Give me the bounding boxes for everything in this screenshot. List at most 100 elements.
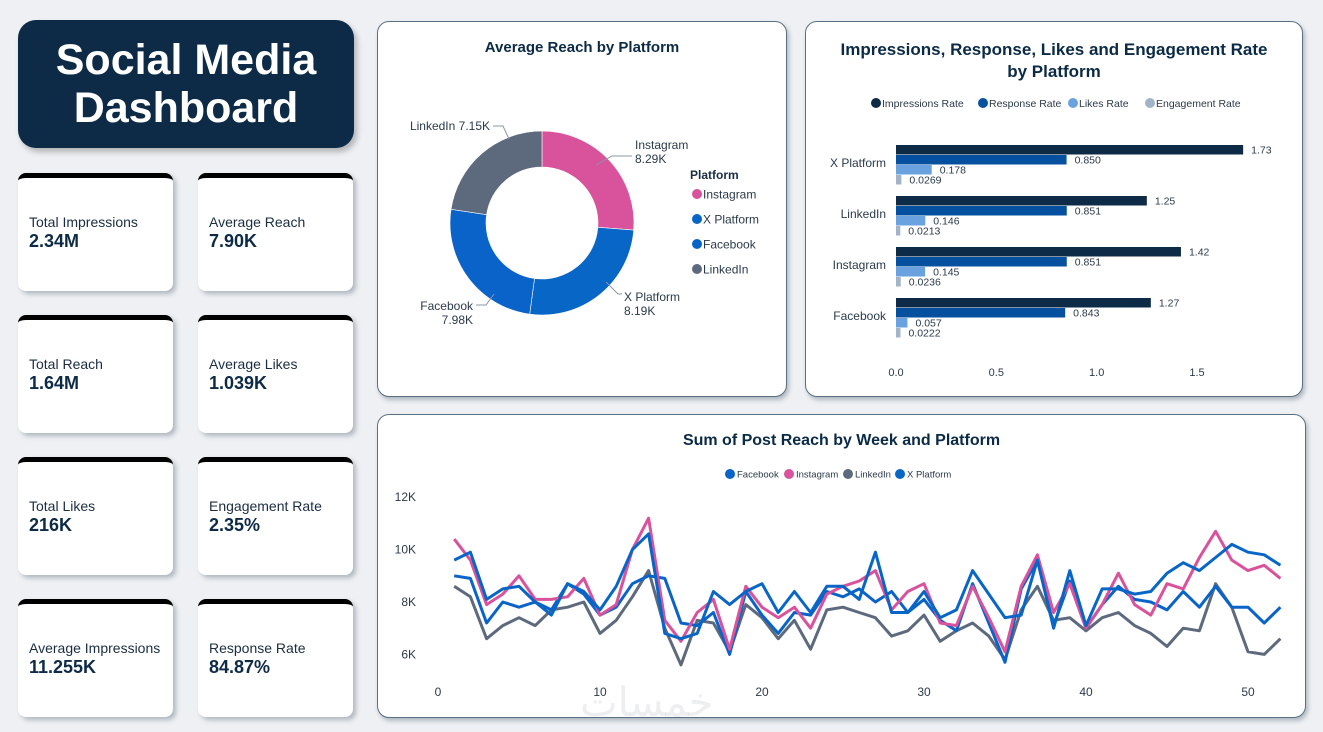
bar-response-rate xyxy=(896,155,1067,165)
kpi-value: 84.87% xyxy=(209,657,271,677)
donut-data-label: LinkedIn 7.15K xyxy=(410,119,490,133)
donut-legend-label: X Platform xyxy=(703,213,759,227)
kpi-label: Average Likes xyxy=(209,356,298,372)
bar-legend-label: Response Rate xyxy=(989,98,1062,110)
bar-chart-title-line-2: by Platform xyxy=(1007,62,1101,81)
donut-leader-line xyxy=(605,281,622,295)
donut-slice-instagram xyxy=(541,130,635,231)
kpi-engagement-rate: Engagement Rate 2.35% xyxy=(198,457,353,575)
title-line-1: Social Media xyxy=(55,36,317,84)
dashboard-title-card: Social Media Dashboard xyxy=(18,20,354,148)
legend-dot-icon xyxy=(895,469,905,479)
line-series-x-platform xyxy=(453,532,1282,641)
donut-chart-panel: Average Reach by Platform Instagram 8.29K… xyxy=(377,21,787,397)
line-legend-label: Facebook xyxy=(737,470,779,481)
bar-data-label: 1.73 xyxy=(1251,145,1272,157)
donut-leader-line xyxy=(493,125,510,140)
donut-slice-linkedin xyxy=(450,130,543,215)
bar-chart-title-line-1: Impressions, Response, Likes and Engagem… xyxy=(840,40,1268,59)
legend-dot-icon xyxy=(725,469,735,479)
bar-response-rate xyxy=(896,308,1066,318)
legend-dot-icon xyxy=(692,264,702,274)
bar-legend-label: Likes Rate xyxy=(1079,98,1129,110)
donut-data-label: Instagram xyxy=(635,138,688,152)
legend-dot-icon xyxy=(692,214,702,224)
kpi-value: 11.255K xyxy=(29,657,97,677)
bar-engagement-rate xyxy=(896,226,901,236)
y-tick-label: 10K xyxy=(395,543,416,557)
line-chart: Facebook Instagram LinkedIn X Platform 6K 8K 1… xyxy=(395,469,1282,699)
donut-data-value: 7.98K xyxy=(442,313,473,327)
line-series-linkedin xyxy=(453,569,1282,667)
kpi-value: 2.34M xyxy=(29,231,80,251)
x-tick-label: 1.5 xyxy=(1189,367,1204,379)
bar-data-label: 0.851 xyxy=(1075,206,1101,218)
donut-data-value: 8.29K xyxy=(635,152,666,166)
bar-impressions-rate xyxy=(896,247,1181,257)
donut-data-value: 8.19K xyxy=(624,304,655,318)
bar-engagement-rate xyxy=(896,277,901,287)
kpi-total-impressions: Total Impressions 2.34M xyxy=(18,173,173,291)
kpi-label: Response Rate xyxy=(209,640,306,656)
x-tick-label: 0.0 xyxy=(888,367,903,379)
bar-category-label: Instagram xyxy=(833,258,886,272)
bar-engagement-rate xyxy=(896,328,901,338)
x-tick-label: 50 xyxy=(1241,685,1255,699)
bar-category-label: LinkedIn xyxy=(841,207,886,221)
bar-chart-panel: Impressions, Response, Likes and Engagem… xyxy=(805,21,1303,397)
legend-dot-icon xyxy=(784,469,794,479)
y-tick-label: 8K xyxy=(401,595,416,609)
bar-data-label: 0.851 xyxy=(1075,257,1101,269)
bar-impressions-rate xyxy=(896,196,1147,206)
line-legend-label: LinkedIn xyxy=(855,470,891,481)
line-legend-label: X Platform xyxy=(907,470,951,481)
donut-leader-line xyxy=(476,293,495,306)
bar-data-label: 0.0222 xyxy=(908,328,940,340)
donut-legend-label: Instagram xyxy=(703,188,756,202)
watermark: خمسات xyxy=(580,680,714,726)
bar-legend-label: Engagement Rate xyxy=(1156,98,1241,110)
bar-likes-rate xyxy=(896,318,908,328)
bar-data-label: 0.178 xyxy=(940,165,966,177)
donut-legend-title: Platform xyxy=(690,168,739,182)
kpi-total-likes: Total Likes 216K xyxy=(18,457,173,575)
bar-data-label: 0.843 xyxy=(1073,308,1099,320)
y-tick-label: 6K xyxy=(401,647,416,661)
legend-dot-icon xyxy=(1068,98,1078,108)
x-tick-label: 40 xyxy=(1079,685,1093,699)
bar-response-rate xyxy=(896,257,1067,267)
y-tick-label: 12K xyxy=(395,490,416,504)
bar-chart-title: Impressions, Response, Likes and Engagem… xyxy=(806,39,1302,83)
donut-chart-title: Average Reach by Platform xyxy=(484,39,680,56)
x-tick-label: 0 xyxy=(435,685,442,699)
kpi-label: Average Impressions xyxy=(29,640,161,656)
line-series-facebook xyxy=(453,558,1282,664)
donut-data-label: Facebook xyxy=(420,299,474,313)
kpi-average-likes: Average Likes 1.039K xyxy=(198,315,353,433)
dashboard-title: Social Media Dashboard xyxy=(56,36,316,132)
donut-legend-label: Facebook xyxy=(703,238,757,252)
donut-slice-x-platform xyxy=(529,226,635,316)
x-tick-label: 10 xyxy=(593,685,607,699)
x-tick-label: 30 xyxy=(917,685,931,699)
kpi-value: 1.039K xyxy=(209,373,268,393)
legend-dot-icon xyxy=(871,98,881,108)
donut-legend-label: LinkedIn xyxy=(703,263,748,277)
bar-data-label: 1.42 xyxy=(1189,247,1210,259)
bar-likes-rate xyxy=(896,267,926,277)
bar-data-label: 0.145 xyxy=(933,267,959,279)
bar-data-label: 0.0213 xyxy=(908,226,940,238)
bar-response-rate xyxy=(896,206,1067,216)
kpi-value: 216K xyxy=(29,515,73,535)
bar-likes-rate xyxy=(896,216,926,226)
bar-likes-rate xyxy=(896,165,932,175)
legend-dot-icon xyxy=(978,98,988,108)
kpi-label: Total Likes xyxy=(29,498,96,514)
kpi-value: 2.35% xyxy=(209,515,261,535)
bar-chart: Impressions Rate Response Rate Likes Rate E… xyxy=(830,98,1272,379)
kpi-value: 1.64M xyxy=(29,373,80,393)
kpi-label: Total Reach xyxy=(29,356,103,372)
bar-data-label: 0.850 xyxy=(1075,155,1101,167)
bar-legend-label: Impressions Rate xyxy=(882,98,964,110)
